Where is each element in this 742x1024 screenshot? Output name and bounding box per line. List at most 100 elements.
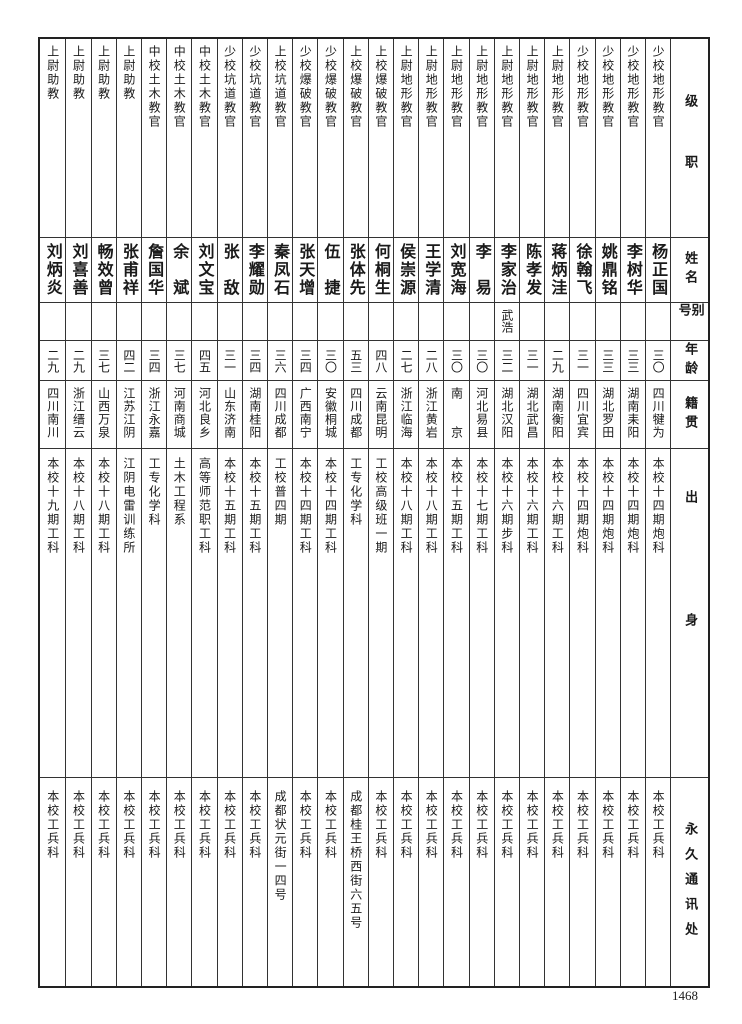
name-cell: 姚鼎铭 [595, 237, 620, 302]
address-text: 本校工兵科 [323, 790, 338, 860]
rank-cell: 上尉地形教官 [470, 39, 494, 237]
address-text: 本校工兵科 [424, 790, 439, 860]
native-place-text: 浙江永嘉 [147, 387, 162, 439]
address-cell: 本校工兵科 [66, 777, 91, 990]
origin-cell: 本校十九期工科 [40, 448, 66, 777]
age-text: 二九 [550, 349, 565, 373]
rank-cell: 上尉地形教官 [419, 39, 443, 237]
age-cell: 三一 [217, 340, 242, 380]
origin-cell: 本校十八期工科 [91, 448, 116, 777]
rank-text: 上尉地形教官 [474, 45, 489, 129]
native-place-cell: 四川宜宾 [570, 380, 595, 448]
native-place-text: 四川成都 [273, 387, 288, 439]
rank-text: 上尉地形教官 [499, 45, 514, 129]
header-address: 永久通讯处 [671, 777, 708, 990]
address-cell: 本校工兵科 [40, 777, 66, 990]
name-cell: 秦凤石 [267, 237, 293, 302]
header-column: 级职 姓名 别号 年龄 籍贯 出身 永久通讯处 [670, 39, 708, 986]
native-place-text: 四川犍为 [651, 387, 666, 439]
origin-cell: 本校十六期工科 [520, 448, 545, 777]
address-text: 本校工兵科 [575, 790, 590, 860]
address-text: 本校工兵科 [71, 790, 86, 860]
origin-text: 本校十七期工科 [474, 457, 489, 555]
origin-cell: 本校十五期工科 [242, 448, 267, 777]
person-column: 中校土木教官余 斌三七 河南商城 土木工程系 本校工兵科 [166, 39, 192, 986]
address-text: 本校工兵科 [651, 790, 666, 860]
name-cell: 余 斌 [167, 237, 192, 302]
age-text: 三〇 [323, 349, 338, 373]
person-column: 少校爆破教官伍 捷三〇 安徽桐城 本校十四期工科 本校工兵科 [317, 39, 343, 986]
rank-text: 上尉助教 [45, 45, 60, 101]
name-cell: 张天增 [293, 237, 318, 302]
name-cell: 张体先 [343, 237, 368, 302]
native-place-cell: 湖南衡阳 [545, 380, 570, 448]
age-cell: 二九 [40, 340, 66, 380]
alias-cell [267, 302, 293, 340]
age-text: 三一 [575, 349, 590, 373]
header-native-place-label: 籍贯 [682, 395, 698, 434]
address-text: 本校工兵科 [474, 790, 489, 860]
rank-cell: 少校地形教官 [646, 39, 670, 237]
alias-cell [91, 302, 116, 340]
origin-text: 本校十五期工科 [449, 457, 464, 555]
rank-text: 少校爆破教官 [323, 45, 338, 129]
age-text: 四八 [373, 349, 388, 373]
person-column: 上尉地形教官 陈孝发 三一 湖北武昌 本校十六期工科 本校工兵科 [519, 39, 545, 986]
age-text: 四二 [121, 349, 136, 373]
rank-cell: 少校爆破教官 [293, 39, 317, 237]
rank-text: 少校地形教官 [651, 45, 666, 129]
name-text: 刘宽海 [447, 243, 467, 297]
alias-cell [394, 302, 419, 340]
native-place-text: 四川成都 [348, 387, 363, 439]
origin-cell: 本校十八期工科 [394, 448, 419, 777]
name-text: 杨正国 [649, 243, 669, 297]
address-cell: 本校工兵科 [116, 777, 141, 990]
person-column: 上尉助教 张甫祥 四二 江苏江阴 江阴电雷训练所 本校工兵科 [115, 39, 141, 986]
age-text: 三四 [147, 349, 162, 373]
origin-cell: 本校十四期炮科 [595, 448, 620, 777]
rank-cell: 少校地形教官 [570, 39, 594, 237]
person-column: 少校坑道教官 李耀勋 三四 湖南桂阳 本校十五期工科 本校工兵科 [241, 39, 267, 986]
age-cell: 二七 [394, 340, 419, 380]
origin-text: 本校十六期步科 [499, 457, 514, 555]
name-text: 张甫祥 [119, 243, 139, 297]
origin-text: 工专化学科 [147, 457, 162, 527]
person-column: 上尉地形教官李 易三〇 河北易县 本校十七期工科 本校工兵科 [468, 39, 494, 986]
origin-text: 本校十四期炮科 [600, 457, 615, 555]
age-cell: 三二 [494, 340, 520, 380]
name-text: 秦凤石 [271, 243, 291, 297]
origin-text: 本校十五期工科 [222, 457, 237, 555]
origin-text: 高等师范职工科 [197, 457, 212, 555]
name-text: 詹国华 [145, 243, 165, 297]
person-column: 上尉地形教官 李家治 武浩 三二 湖北汉阳 本校十六期步科 本校工兵科 [493, 39, 520, 986]
origin-text: 本校十六期工科 [525, 457, 540, 555]
age-cell: 三四 [242, 340, 267, 380]
native-place-cell: 江苏江阴 [116, 380, 141, 448]
origin-text: 本校十六期工科 [550, 457, 565, 555]
alias-cell [595, 302, 620, 340]
native-place-cell: 四川南川 [40, 380, 66, 448]
origin-text: 本校十四期工科 [298, 457, 313, 555]
name-cell: 李家治 [494, 237, 520, 302]
native-place-text: 安徽桐城 [323, 387, 338, 439]
rank-text: 上尉地形教官 [424, 45, 439, 129]
native-place-text: 河北良乡 [197, 387, 212, 439]
age-cell: 三四 [141, 340, 167, 380]
origin-cell: 工校高级班一期 [368, 448, 393, 777]
rank-text: 少校坑道教官 [247, 45, 262, 129]
address-text: 本校工兵科 [550, 790, 565, 860]
origin-cell: 本校十六期步科 [494, 448, 520, 777]
address-cell: 本校工兵科 [167, 777, 192, 990]
name-text: 李耀勋 [245, 243, 265, 297]
native-place-cell: 湖南耒阳 [620, 380, 646, 448]
person-column: 上校坑道教官 秦凤石 三六 四川成都 工校普四期 成都状元街一四号 [266, 39, 293, 986]
address-text: 本校工兵科 [222, 790, 237, 860]
name-text: 张 敌 [220, 243, 240, 297]
name-cell: 王学清 [419, 237, 444, 302]
rank-text: 上尉地形教官 [449, 45, 464, 129]
person-column: 上尉助教 畅效曾 三七 山西万泉 本校十八期工科 本校工兵科 [90, 39, 116, 986]
native-place-cell: 湖北汉阳 [494, 380, 520, 448]
rank-text: 上校爆破教官 [348, 45, 363, 129]
rank-text: 上尉地形教官 [550, 45, 565, 129]
address-cell: 本校工兵科 [242, 777, 267, 990]
